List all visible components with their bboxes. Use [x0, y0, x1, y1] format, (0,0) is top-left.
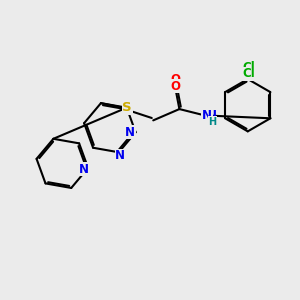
Text: O: O [171, 80, 181, 93]
Text: N: N [79, 163, 89, 176]
Text: H: H [208, 117, 216, 127]
Text: Cl: Cl [243, 61, 256, 74]
Text: Cl: Cl [243, 67, 256, 80]
Text: N: N [125, 126, 135, 139]
Text: N: N [202, 109, 212, 122]
Text: N: N [115, 149, 125, 162]
Text: N: N [207, 109, 217, 122]
Text: O: O [171, 73, 181, 86]
Text: S: S [122, 101, 132, 114]
Text: H: H [208, 117, 216, 127]
Text: S: S [122, 101, 132, 114]
Text: N: N [79, 163, 89, 176]
Text: N: N [115, 149, 125, 162]
Text: N: N [125, 126, 135, 139]
